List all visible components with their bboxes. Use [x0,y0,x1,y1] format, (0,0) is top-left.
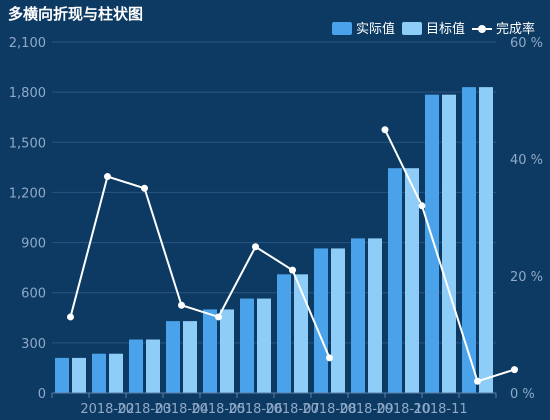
bar [479,87,493,393]
x-tick-label: 2018-05 [191,402,245,417]
line-point [178,301,185,309]
bar [72,357,86,393]
y-left-tick-label: 600 [21,287,46,302]
line-point [418,202,426,210]
x-tick-label: 2018-11 [413,402,467,417]
bar [203,309,217,393]
legend-label[interactable]: 目标值 [426,21,465,37]
bar [129,339,143,393]
y-left-tick-label: 0 [38,387,46,402]
bar [351,238,365,393]
y-right-tick-label: 60 % [510,36,543,51]
bar [277,274,291,393]
bar [388,168,402,393]
legend-label[interactable]: 实际值 [356,21,395,37]
bar [368,238,382,393]
line-point [215,313,222,321]
bar [92,353,106,393]
legend-line-marker[interactable] [478,25,486,33]
y-left-tick-label: 1,200 [9,186,46,201]
grid [52,41,496,394]
y-left-tick-label: 900 [21,237,46,252]
bar [240,298,254,393]
line-point [326,354,333,362]
legend-swatch[interactable] [332,22,352,35]
legend-label[interactable]: 完成率 [496,21,535,37]
y-left-tick-label: 1,500 [9,136,46,151]
x-tick-label: 2018-02 [80,402,134,417]
x-tick-label: 2018-10 [376,402,430,417]
y-right-tick-label: 20 % [510,270,543,285]
bar [442,94,456,394]
line-point [104,173,111,181]
x-tick-label: 2018-04 [154,402,208,417]
y-right-tick-label: 40 % [510,153,543,168]
line-segment [384,129,515,383]
bar [405,168,419,393]
x-tick-label: 2018-07 [265,402,319,417]
y-left-tick-label: 300 [21,337,46,352]
bar [55,357,69,393]
x-tick-label: 2018-08 [302,402,356,417]
line-point [474,377,481,385]
axes: 0 300 600 900 1,200 1,500 1,800 2,100 0 % 20 % 40 … [9,36,543,417]
y-right-tick-label: 0 % [510,387,535,402]
y-left-tick-label: 1,800 [9,86,46,101]
x-tick-label: 2018-06 [228,402,282,417]
line-point [67,313,74,321]
bar [183,321,197,393]
y-left-tick-label: 2,100 [9,36,46,51]
chart-title: 多横向折现与柱状图 [8,5,143,23]
bar [294,274,308,393]
bar [146,339,160,393]
line-point [252,243,259,251]
legend-swatch[interactable] [402,22,422,35]
line-point [141,184,148,192]
x-tick-label: 2018-03 [117,402,171,417]
bar [462,87,476,393]
line-segment [69,175,331,359]
bars [55,87,493,394]
bar [220,309,234,393]
bar [166,321,180,393]
legend[interactable]: 实际值 目标值 完成率 [332,21,535,37]
bar [425,94,439,394]
bar [314,248,328,393]
line-point [511,366,518,374]
bar [257,298,271,393]
bar [109,353,123,393]
line-point [381,126,389,134]
line-point [289,266,296,274]
x-tick-label: 2018-09 [339,402,393,417]
completion-rate-line [67,126,518,385]
bar [331,248,345,393]
